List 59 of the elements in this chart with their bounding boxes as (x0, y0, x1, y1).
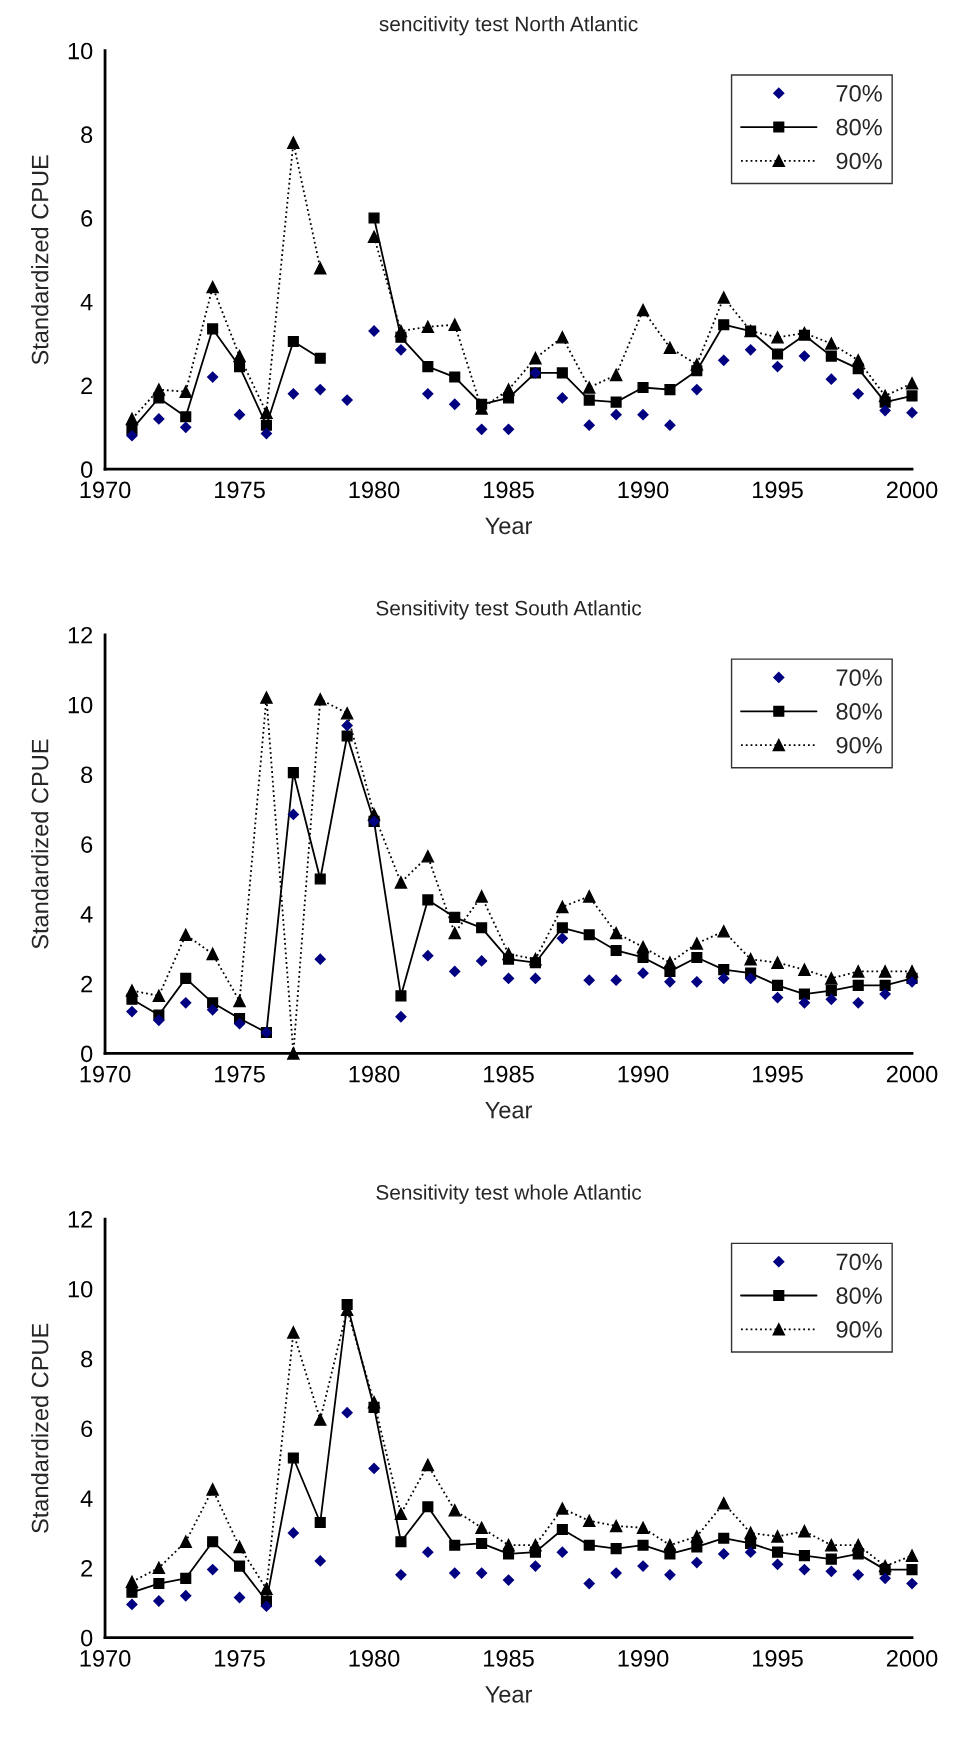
chart-title: Sensitivity test South Atlantic (376, 600, 642, 620)
y-tick-label: 12 (68, 626, 93, 644)
x-tick-label: 1995 (753, 1065, 803, 1083)
legend-label: 80% (836, 118, 882, 136)
legend-label: 80% (836, 703, 882, 720)
y-tick-label: 6 (81, 1420, 93, 1438)
legend-label: 70% (836, 1253, 882, 1271)
x-tick-label: 1975 (215, 1065, 265, 1083)
x-tick-label: 1970 (80, 1065, 131, 1083)
y-tick-label: 10 (68, 42, 93, 60)
legend-label: 90% (836, 1321, 882, 1338)
y-tick-label: 12 (68, 1211, 93, 1228)
x-tick-label: 2000 (886, 1065, 938, 1083)
x-axis-title: Year (485, 1101, 533, 1119)
y-tick-label: 2 (81, 975, 93, 993)
y-tick-label: 0 (81, 1629, 93, 1647)
x-tick-label: 2000 (886, 1650, 938, 1667)
x-tick-label: 1990 (618, 1065, 669, 1083)
y-axis-title: Standardized CPUE (31, 739, 49, 949)
y-tick-label: 6 (81, 836, 93, 853)
x-tick-label: 1990 (618, 481, 669, 499)
legend-label: 70% (836, 669, 882, 686)
y-tick-label: 8 (81, 126, 93, 144)
y-tick-label: 8 (81, 1350, 93, 1368)
x-axis-title: Year (485, 517, 533, 535)
y-tick-label: 10 (68, 696, 93, 714)
x-tick-label: 1970 (80, 1650, 131, 1667)
x-tick-label: 1970 (80, 481, 131, 499)
y-tick-label: 10 (68, 1280, 93, 1298)
chart-title: Sensitivity test whole Atlantic (376, 1184, 642, 1204)
x-tick-label: 1985 (484, 1650, 534, 1667)
y-tick-label: 2 (81, 1559, 93, 1577)
y-tick-label: 4 (80, 294, 93, 311)
y-tick-label: 8 (81, 766, 93, 784)
y-tick-label: 6 (81, 210, 93, 227)
y-tick-label: 0 (81, 461, 93, 478)
x-tick-label: 1980 (349, 1065, 400, 1083)
y-tick-label: 4 (80, 906, 93, 923)
x-tick-label: 2000 (886, 481, 938, 499)
legend-label: 80% (836, 1287, 882, 1305)
legend-label: 70% (836, 85, 882, 102)
x-tick-label: 1995 (753, 481, 803, 499)
y-tick-label: 0 (81, 1045, 93, 1063)
x-tick-label: 1985 (484, 481, 534, 499)
x-tick-label: 1995 (753, 1650, 803, 1667)
legend-label: 90% (836, 152, 882, 170)
y-tick-label: 4 (80, 1490, 93, 1507)
y-axis-title: Standardized CPUE (31, 1323, 49, 1533)
y-axis-title: Standardized CPUE (31, 155, 49, 365)
x-tick-label: 1980 (349, 1650, 400, 1667)
x-axis-title: Year (485, 1686, 533, 1703)
x-tick-label: 1990 (618, 1650, 669, 1667)
x-tick-label: 1985 (484, 1065, 534, 1083)
chart-title: sencitivity test North Atlantic (379, 16, 638, 36)
legend-label: 90% (836, 736, 882, 754)
y-tick-label: 2 (81, 377, 93, 394)
x-tick-label: 1980 (349, 481, 400, 499)
x-tick-label: 1975 (215, 1650, 265, 1667)
x-tick-label: 1975 (215, 481, 265, 499)
